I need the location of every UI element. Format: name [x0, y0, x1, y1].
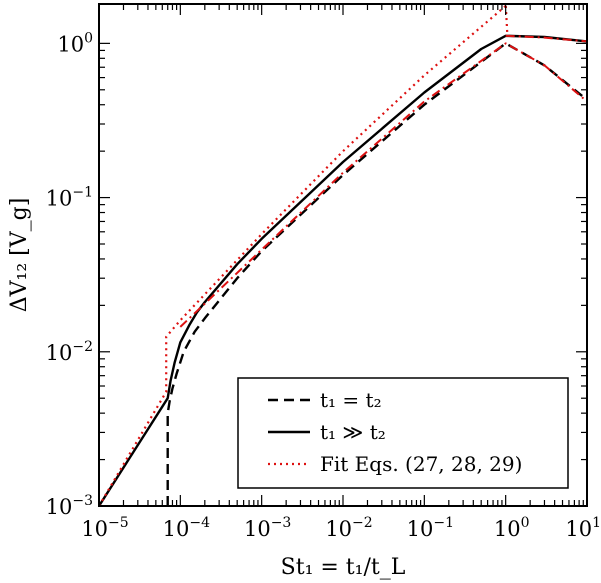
- y-tick-label: 100: [57, 30, 93, 56]
- x-tick-label: 10−3: [244, 515, 291, 541]
- x-tick-label: 100: [494, 515, 530, 541]
- legend: t₁ = t₂ t₁ ≫ t₂ Fit Eqs. (27, 28, 29): [237, 377, 569, 489]
- series-line-4: [505, 34, 587, 43]
- legend-label-equal: t₁ = t₂: [320, 388, 382, 412]
- x-tick-label: 10−4: [163, 515, 210, 541]
- ticks-layer: [98, 4, 588, 507]
- series-line-0: [166, 42, 587, 506]
- y-axis-label: ΔV₁₂ [V_g]: [7, 198, 32, 313]
- x-tick-label: 10−1: [407, 515, 454, 541]
- x-tick-label: 101: [565, 515, 601, 541]
- legend-label-much-greater: t₁ ≫ t₂: [320, 420, 386, 444]
- y-tick-label: 10−2: [46, 339, 93, 365]
- x-tick-label: 10−2: [325, 515, 372, 541]
- legend-label-fit: Fit Eqs. (27, 28, 29): [320, 452, 522, 476]
- tick-labels-layer: 10−5 10−4 10−3 10−2 10−1 100 101 10−3 10−2 10−1 10…: [46, 30, 601, 541]
- y-tick-label: 10−3: [46, 493, 93, 519]
- x-tick-label: 10−5: [81, 515, 128, 541]
- series-line-2: [99, 4, 509, 506]
- series-line-1: [99, 34, 587, 506]
- y-tick-label: 10−1: [46, 185, 93, 211]
- series-line-3: [179, 42, 587, 328]
- x-axis-label: St₁ = t₁/t_L: [281, 555, 406, 580]
- series-layer: [99, 4, 587, 506]
